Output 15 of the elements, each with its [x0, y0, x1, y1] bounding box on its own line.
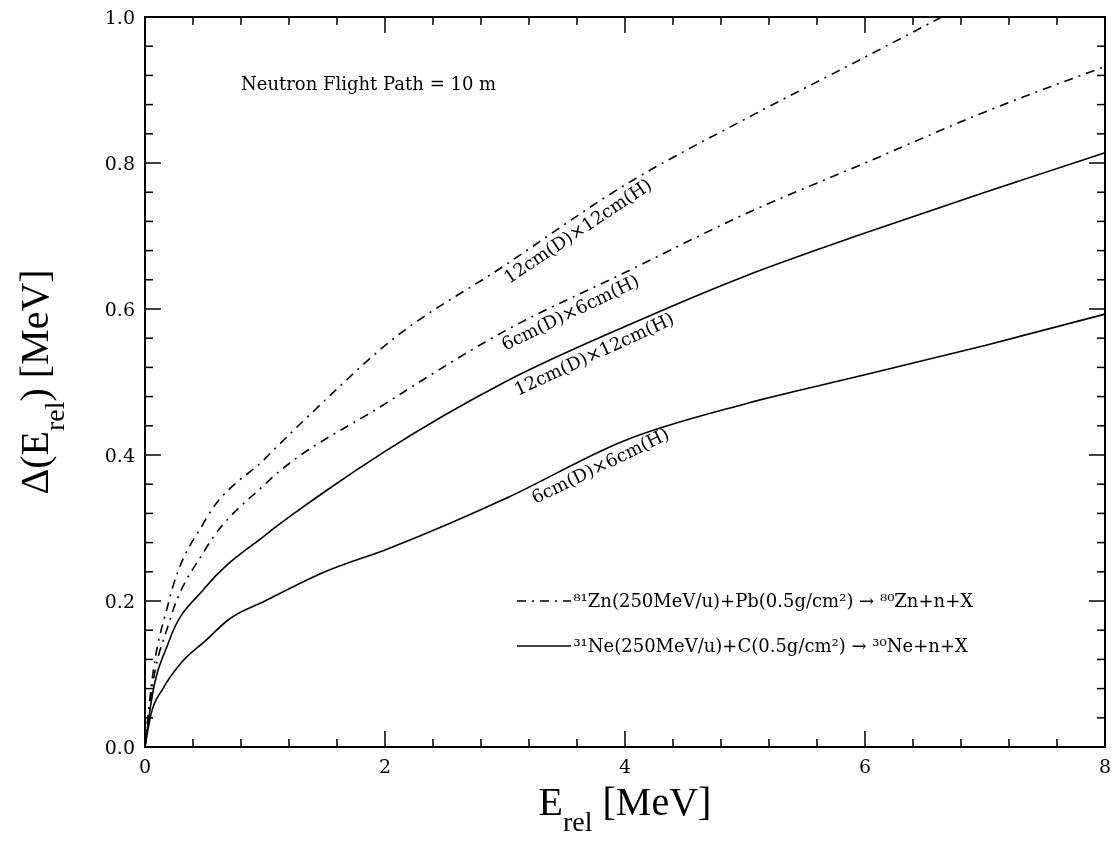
- x-tick-label: 8: [1098, 755, 1112, 777]
- x-tick-label: 0: [138, 755, 152, 777]
- x-tick-label: 2: [378, 755, 392, 777]
- x-tick-label: 4: [618, 755, 632, 777]
- x-tick-label: 6: [858, 755, 872, 777]
- y-tick-label: 0.4: [104, 443, 135, 466]
- y-tick-label: 0.6: [104, 297, 135, 320]
- annotation: ³¹Ne(250MeV/u)+C(0.5g/cm²) → ³⁰Ne+n+X: [573, 635, 968, 657]
- annotation: Neutron Flight Path = 10 m: [241, 73, 497, 94]
- y-tick-label: 0.8: [104, 151, 135, 174]
- annotation: ⁸¹Zn(250MeV/u)+Pb(0.5g/cm²) → ⁸⁰Zn+n+X: [573, 590, 974, 612]
- y-tick-label: 0.0: [104, 735, 135, 758]
- y-tick-label: 0.2: [104, 589, 135, 612]
- y-tick-label: 1.0: [104, 5, 135, 28]
- x-axis-title: E$_{rel}$ [MeV]: [538, 779, 712, 837]
